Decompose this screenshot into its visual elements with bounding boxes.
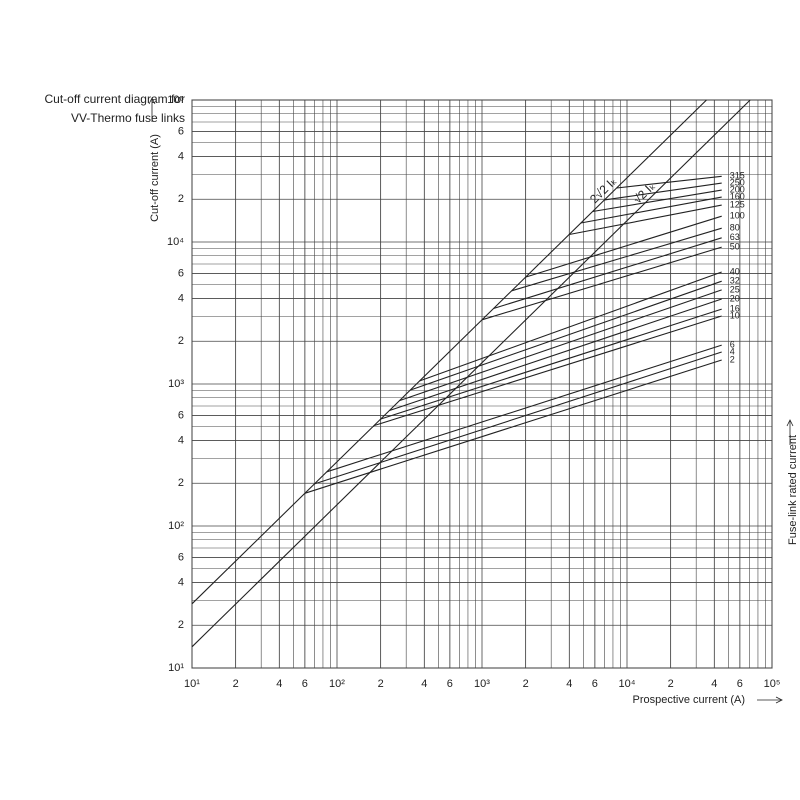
- fuse-line: [314, 351, 722, 485]
- series-label: 4: [730, 346, 735, 356]
- chart-title: Cut-off current diagram for: [44, 92, 185, 106]
- x-tick-label: 2: [378, 678, 384, 690]
- x-tick-label: 6: [592, 678, 598, 690]
- axis-arrows: [148, 97, 794, 704]
- x-tick-label: 4: [711, 678, 717, 690]
- fuse-line: [580, 196, 722, 224]
- series-label: 16: [730, 303, 740, 313]
- series-label: 32: [730, 276, 740, 286]
- fuse-line: [604, 182, 722, 201]
- y-tick-label: 4: [178, 292, 184, 304]
- series-label: 20: [730, 293, 740, 303]
- y-axis-label: Cut-off current (A): [149, 134, 161, 222]
- y-tick-label: 2: [178, 619, 184, 631]
- fuse-line: [525, 215, 722, 278]
- series-label: 2: [730, 354, 735, 364]
- y-tick-label: 2: [178, 335, 184, 347]
- x-tick-label: 2: [668, 678, 674, 690]
- series-label: 125: [730, 199, 745, 209]
- fuse-line: [410, 280, 722, 391]
- x-axis-label: Prospective current (A): [633, 694, 745, 706]
- reference-line-label: √2 Iₖ: [630, 179, 658, 207]
- chart-subtitle: VV-Thermo fuse links: [71, 111, 185, 125]
- y-tick-label: 4: [178, 576, 184, 588]
- fuse-line: [326, 344, 722, 473]
- series-label: 40: [730, 266, 740, 276]
- series-label: 80: [730, 223, 740, 233]
- series-label: 160: [730, 192, 745, 202]
- fuse-line: [511, 227, 722, 292]
- x-tick-label: 6: [447, 678, 453, 690]
- x-tick-label: 10³: [474, 678, 490, 690]
- series-label: 6: [730, 339, 735, 349]
- fuse-line: [389, 298, 722, 412]
- reference-line: [191, 99, 707, 605]
- series-label: 50: [730, 242, 740, 252]
- x-tick-label: 6: [302, 678, 308, 690]
- fuse-line: [380, 308, 722, 420]
- x-tick-label: 4: [421, 678, 427, 690]
- y-tick-label: 2: [178, 193, 184, 205]
- y-tick-label: 6: [178, 125, 184, 137]
- y-tick-label: 10²: [168, 520, 184, 532]
- fuse-line: [399, 289, 722, 402]
- y-tick-label: 4: [178, 150, 184, 162]
- series-label: 250: [730, 177, 745, 187]
- y-tick-label: 6: [178, 551, 184, 563]
- series-label: 315: [730, 171, 745, 181]
- fuse-line: [493, 237, 722, 310]
- fuse-line: [481, 246, 722, 321]
- x-tick-label: 2: [233, 678, 239, 690]
- x-tick-label: 10¹: [184, 678, 200, 690]
- x-tick-label: 10⁵: [764, 678, 781, 690]
- fuse-line: [304, 359, 722, 494]
- series-label: 25: [730, 284, 740, 294]
- reference-line: [191, 99, 751, 648]
- x-tick-label: 4: [566, 678, 572, 690]
- y-tick-label: 6: [178, 267, 184, 279]
- x-tick-label: 4: [276, 678, 282, 690]
- series-label: 63: [730, 232, 740, 242]
- y-tick-label: 10⁵: [167, 94, 184, 106]
- fuse-line: [373, 315, 722, 427]
- y-tick-label: 2: [178, 477, 184, 489]
- x-tick-label: 10²: [329, 678, 345, 690]
- fuse-line: [616, 175, 722, 189]
- x-tick-label: 6: [737, 678, 743, 690]
- fuse-line: [592, 189, 722, 213]
- x-tick-label: 10⁴: [619, 678, 636, 690]
- y-tick-label: 6: [178, 409, 184, 421]
- x-tick-label: 2: [523, 678, 529, 690]
- fuse-line: [569, 204, 722, 236]
- series-label: 10: [730, 310, 740, 320]
- y-tick-label: 10⁴: [167, 236, 184, 248]
- y-tick-label: 4: [178, 434, 184, 446]
- right-axis-label: Fuse-link rated current: [787, 435, 799, 545]
- y-tick-label: 10¹: [168, 662, 184, 674]
- series-label: 100: [730, 211, 745, 221]
- fuse-line: [419, 271, 722, 382]
- y-tick-label: 10³: [168, 378, 184, 390]
- series-label: 200: [730, 184, 745, 194]
